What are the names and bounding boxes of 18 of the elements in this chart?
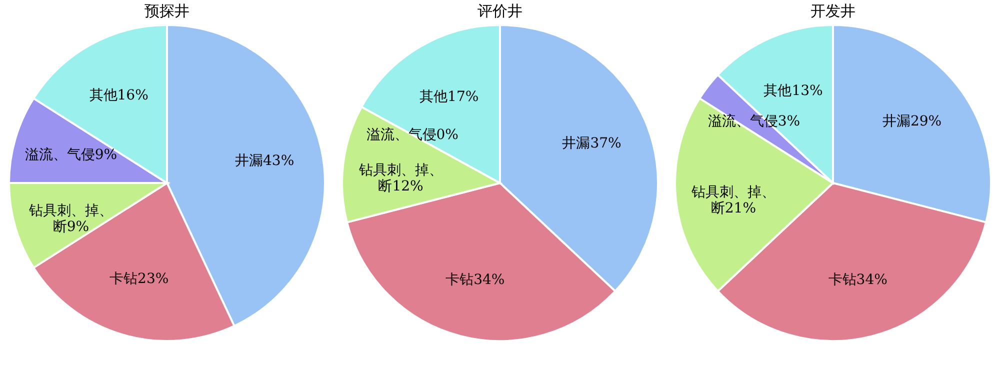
slice-label: 其他17% (420, 88, 479, 105)
slice-label: 卡钻23% (109, 271, 168, 288)
chart-title: 开发井 (810, 2, 856, 20)
slice-label: 溢流、气侵9% (24, 147, 117, 164)
slice-label: 井漏37% (562, 135, 622, 152)
slice-label: 其他13% (764, 83, 824, 100)
slice-label: 其他16% (88, 87, 148, 104)
chart-title: 预探井 (144, 2, 190, 20)
slice-label: 溢流、气侵3% (708, 114, 800, 130)
slice-label: 钻具刺、掉、断9% (28, 202, 113, 235)
slice-label: 井漏43% (234, 153, 294, 170)
category-label: 溢流、气侵0% (366, 126, 458, 143)
slice-label: 井漏29% (882, 114, 942, 130)
slice-label: 卡钻34% (828, 272, 888, 288)
slice-label: 钻具刺、掉、断12% (358, 162, 443, 194)
slice-label: 钻具刺、掉、断21% (690, 184, 776, 216)
chart-title: 评价井 (477, 2, 522, 20)
slice-label: 卡钻34% (446, 272, 505, 288)
